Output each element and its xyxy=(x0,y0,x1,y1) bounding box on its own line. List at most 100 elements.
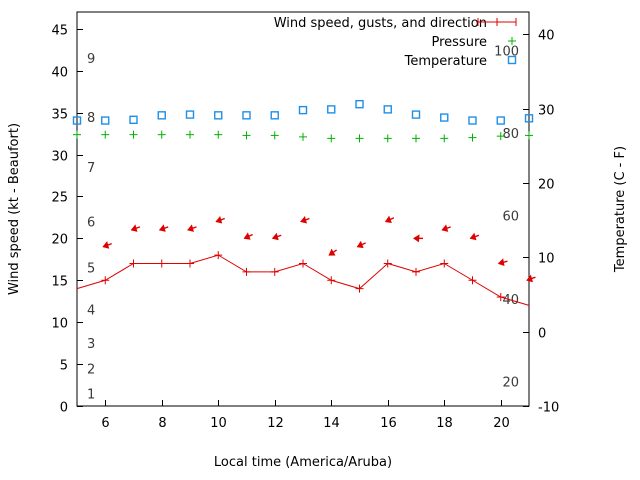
temperature-point xyxy=(411,110,421,119)
gust-arrow xyxy=(130,224,141,232)
wind-speed-point xyxy=(270,267,279,276)
wind-speed-point xyxy=(129,259,138,268)
fahrenheit-label: 60 xyxy=(502,210,519,225)
y2-tick-label: 20 xyxy=(538,178,555,193)
beaufort-label: 8 xyxy=(87,111,95,126)
pressure-point xyxy=(383,134,392,143)
legend-key-square xyxy=(507,55,517,65)
wind-speed-point xyxy=(214,251,223,260)
wind-speed-point xyxy=(327,276,336,285)
y-tick-label: 15 xyxy=(51,275,68,290)
pressure-point xyxy=(186,130,194,139)
pressure-point xyxy=(355,134,364,143)
pressure-point xyxy=(101,130,110,139)
pressure-point xyxy=(468,133,477,142)
temperature-point xyxy=(524,114,534,123)
beaufort-label: 4 xyxy=(87,304,95,319)
beaufort-label: 7 xyxy=(87,161,95,176)
gust-arrow xyxy=(497,258,508,266)
gust-arrow xyxy=(215,215,225,224)
y2-tick-label: -10 xyxy=(538,401,559,416)
wind-speed-point xyxy=(242,267,251,276)
temperature-point xyxy=(214,111,223,120)
pressure-series xyxy=(73,130,533,143)
fahrenheit-label: 20 xyxy=(502,375,519,390)
x-tick-label: 14 xyxy=(323,416,340,431)
right-axis-ticks xyxy=(523,34,529,407)
y-tick-label: 35 xyxy=(51,108,68,123)
wind-speed-point xyxy=(101,276,110,285)
gust-arrow xyxy=(243,232,253,240)
y-tick-label: 5 xyxy=(60,359,68,374)
temperature-point xyxy=(157,111,166,120)
gust-arrow xyxy=(300,215,310,224)
y-tick-label: 40 xyxy=(51,66,68,81)
y2-tick-label: 0 xyxy=(538,327,546,342)
gust-arrow xyxy=(356,240,366,249)
temperature-point xyxy=(383,105,392,114)
y2-tick-label: 40 xyxy=(538,29,555,44)
fahrenheit-label: 80 xyxy=(502,127,519,142)
wind-speed-point xyxy=(157,259,166,268)
wind-speed-series xyxy=(76,251,530,306)
gust-arrow xyxy=(384,215,395,224)
pressure-point xyxy=(412,134,420,143)
gust-arrow xyxy=(469,232,480,241)
gust-arrow xyxy=(187,224,197,232)
pressure-point xyxy=(242,131,251,140)
temperature-point xyxy=(72,116,82,125)
legend-label-3: Temperature xyxy=(404,54,487,69)
gust-arrow xyxy=(271,232,282,241)
pressure-point xyxy=(157,130,166,139)
y2-tick-label: 10 xyxy=(538,252,555,267)
temperature-point xyxy=(298,105,308,115)
temperature-point xyxy=(496,116,505,125)
pressure-point xyxy=(525,131,533,140)
temperature-point xyxy=(242,111,251,120)
temperature-point xyxy=(129,115,138,124)
wind-speed-point xyxy=(355,284,364,293)
bottom-axis-ticks xyxy=(105,400,502,406)
bottom-axis-tick-labels: 6 8 10 12 14 16 18 20 xyxy=(101,416,509,431)
y-tick-label: 10 xyxy=(51,317,68,332)
y-tick-label: 25 xyxy=(51,191,68,206)
beaufort-label: 2 xyxy=(87,362,95,377)
wind-speed-point xyxy=(468,276,477,285)
legend-label-1: Wind speed, gusts, and direction xyxy=(274,16,487,31)
pressure-point xyxy=(496,132,505,141)
beaufort-label: 1 xyxy=(87,387,95,402)
plot-frame xyxy=(76,11,530,407)
temperature-series xyxy=(72,99,534,125)
beaufort-label: 5 xyxy=(87,262,95,277)
y-tick-label: 45 xyxy=(51,24,68,39)
pressure-point xyxy=(214,130,223,139)
beaufort-label: 6 xyxy=(87,216,95,231)
gust-arrow xyxy=(526,274,536,283)
x-tick-label: 6 xyxy=(101,416,109,431)
pressure-point xyxy=(327,134,336,143)
gust-arrow xyxy=(102,241,112,249)
left-axis-ticks xyxy=(77,29,83,407)
temperature-point xyxy=(327,105,336,114)
pressure-point xyxy=(299,132,307,141)
wind-speed-point xyxy=(496,293,505,302)
y2-axis-title: Temperature (C - F) xyxy=(613,146,628,273)
temperature-point xyxy=(468,116,477,125)
legend-key-plus xyxy=(493,18,501,26)
pressure-point xyxy=(440,134,449,143)
wind-speed-point xyxy=(186,259,194,268)
gust-arrow xyxy=(328,248,338,256)
x-tick-label: 18 xyxy=(436,416,453,431)
right-axis-tick-labels: -10 0 10 20 30 40 xyxy=(538,29,559,416)
wind-speed-point xyxy=(412,267,420,276)
y-tick-label: 30 xyxy=(51,150,68,165)
chart-legend: Wind speed, gusts, and direction Pressure… xyxy=(274,16,517,69)
gust-direction-series xyxy=(102,215,536,283)
x-tick-label: 8 xyxy=(158,416,166,431)
gust-arrow xyxy=(413,234,423,243)
gust-arrow xyxy=(158,224,169,232)
x-tick-label: 12 xyxy=(267,416,284,431)
